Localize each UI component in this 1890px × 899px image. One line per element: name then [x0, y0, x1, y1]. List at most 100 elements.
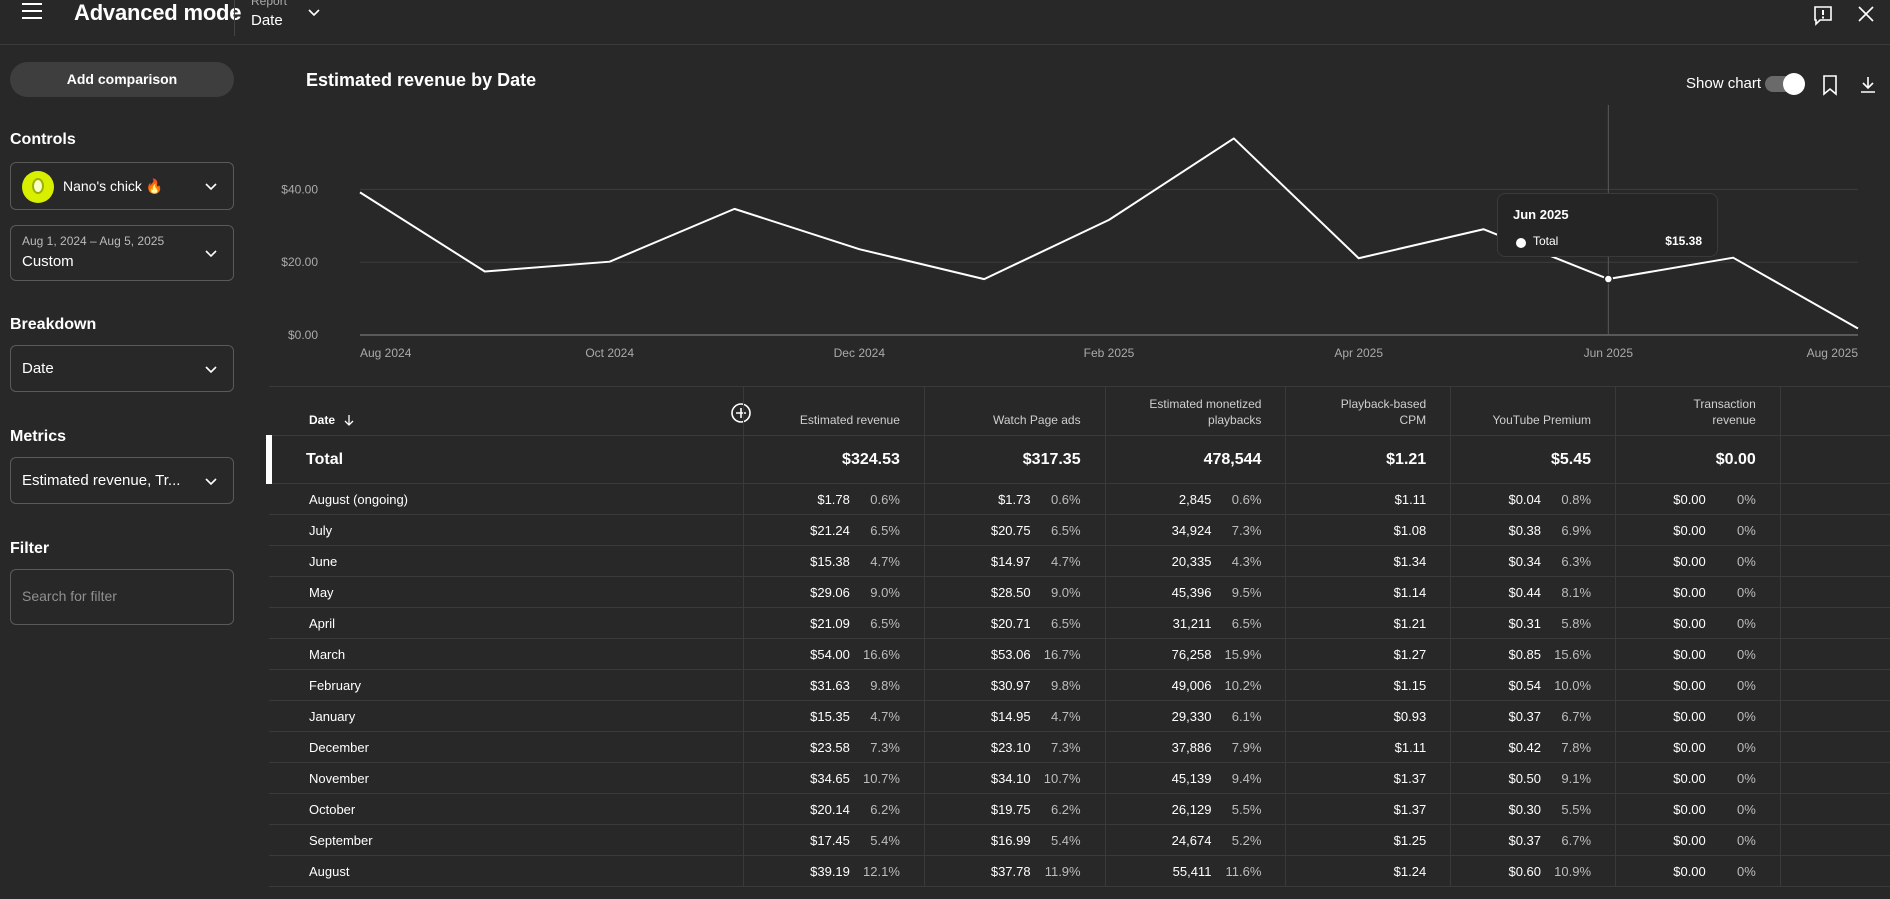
cell-value: $14.95	[990, 708, 1031, 724]
cell-value: $20.14	[810, 801, 850, 817]
cell-percent: 6.1%	[1231, 708, 1262, 724]
bookmark-icon[interactable]	[1820, 74, 1840, 96]
cell-value: $1.14	[1393, 584, 1427, 600]
cell-percent: 15.6%	[1554, 646, 1592, 662]
spacer-cell	[1779, 435, 1890, 484]
row-date-label: July	[269, 514, 744, 546]
table-row[interactable]: April $21.09 6.5% $20.71 6.5% 31,211 6.5% $1.21…	[269, 607, 1890, 639]
cell-value: $1.15	[1393, 677, 1427, 693]
table-row[interactable]: January $15.35 4.7% $14.95 4.7% 29,330 6.1% $0.…	[269, 700, 1890, 732]
filter-input[interactable]: Search for filter	[10, 569, 234, 625]
date-range-select[interactable]: Aug 1, 2024 – Aug 5, 2025 Custom	[10, 225, 234, 281]
chevron-down-icon	[205, 183, 217, 191]
channel-name: Nano's chick 🔥	[63, 178, 164, 194]
table-row[interactable]: June $15.38 4.7% $14.97 4.7% 20,335 4.3% $1.34 $…	[269, 545, 1890, 577]
metric-cell: $0.34 6.3%	[1450, 545, 1616, 577]
row-date-label: December	[269, 731, 744, 763]
metric-column-header[interactable]: Estimated monetized playbacks	[1104, 386, 1286, 436]
cell-percent: 9.0%	[870, 584, 900, 600]
metric-cell: $0.54 10.0%	[1450, 669, 1616, 701]
total-row: Total $324.53 $317.35 478,544 $1.21 $5.45 $0.0…	[266, 435, 1890, 484]
column-header-text: Transaction	[1693, 397, 1756, 411]
cell-value: $0.38	[1508, 522, 1542, 538]
cell-value: 37,886	[1171, 739, 1212, 755]
add-comparison-button[interactable]: Add comparison	[10, 62, 234, 97]
feedback-icon[interactable]	[1812, 4, 1834, 26]
metric-cell: 45,396 9.5%	[1104, 576, 1286, 608]
metric-cell: $17.45 5.4%	[743, 824, 925, 856]
spacer-cell	[1779, 669, 1890, 701]
y-tick-label: $20.00	[281, 255, 318, 269]
show-chart-toggle[interactable]	[1765, 73, 1805, 95]
spacer-cell	[1779, 607, 1890, 639]
metric-cell: 26,129 5.5%	[1104, 793, 1286, 825]
table-row[interactable]: February $31.63 9.8% $30.97 9.8% 49,006 10.2% $…	[269, 669, 1890, 701]
x-tick-label: Feb 2025	[1084, 346, 1135, 360]
metric-cell: $0.00 0%	[1615, 762, 1781, 794]
breakdown-select[interactable]: Date	[10, 345, 234, 392]
report-select[interactable]: Date	[251, 12, 283, 29]
table-row[interactable]: September $17.45 5.4% $16.99 5.4% 24,674 5.2% $…	[269, 824, 1890, 856]
cell-value: $0.00	[1673, 646, 1706, 662]
metric-cell: $39.19 12.1%	[743, 855, 925, 887]
cell-value: $23.58	[810, 739, 850, 755]
cell-percent: 9.8%	[1050, 677, 1081, 693]
metric-column-header[interactable]: Playback-based CPM	[1285, 386, 1451, 436]
spacer-cell	[1779, 824, 1890, 856]
metric-cell: $21.24 6.5%	[743, 514, 925, 546]
cell-value: $0.93	[1393, 708, 1427, 724]
metric-column-header[interactable]: Estimated revenue	[743, 386, 925, 436]
table-row[interactable]: August $39.19 12.1% $37.78 11.9% 55,411 11.6% $…	[269, 855, 1890, 887]
cell-percent: 11.6%	[1225, 863, 1262, 879]
cell-percent: 11.9%	[1044, 863, 1081, 879]
row-date-label: April	[269, 607, 744, 639]
column-header-text: Playback-based	[1340, 397, 1427, 411]
cell-percent: 0%	[1736, 646, 1756, 662]
cell-percent: 16.6%	[863, 646, 900, 662]
tooltip-series-dot	[1516, 238, 1526, 248]
table-row[interactable]: October $20.14 6.2% $19.75 6.2% 26,129 5.5% $1.…	[269, 793, 1890, 825]
cell-value: 76,258	[1171, 646, 1212, 662]
sort-down-icon[interactable]	[343, 414, 355, 426]
cell-value: $0.00	[1673, 770, 1706, 786]
spacer-cell	[1779, 638, 1890, 670]
menu-icon[interactable]	[22, 3, 42, 21]
cell-value: 24,674	[1171, 832, 1212, 848]
cell-value: $54.00	[810, 646, 850, 662]
spacer-cell	[1779, 855, 1890, 887]
close-icon[interactable]	[1856, 4, 1876, 24]
table-row[interactable]: August (ongoing) $1.78 0.6% $1.73 0.6% 2,845 0…	[269, 483, 1890, 515]
metric-cell: $0.42 7.8%	[1450, 731, 1616, 763]
cell-percent: 10.9%	[1554, 863, 1592, 879]
metric-column-header[interactable]: Watch Page ads	[923, 386, 1106, 436]
spacer-cell	[1779, 731, 1890, 763]
cell-percent: 0%	[1736, 677, 1756, 693]
row-date-label: January	[269, 700, 744, 732]
cell-percent: 0%	[1736, 553, 1756, 569]
metric-cell: 76,258 15.9%	[1104, 638, 1286, 670]
channel-select[interactable]: Nano's chick 🔥	[10, 162, 234, 210]
cell-value: $21.09	[810, 615, 850, 631]
metric-column-header[interactable]: YouTube Premium	[1450, 386, 1616, 436]
row-date-label: October	[269, 793, 744, 825]
table-row[interactable]: November $34.65 10.7% $34.10 10.7% 45,139 9.4%…	[269, 762, 1890, 794]
cell-value: $1.37	[1393, 801, 1427, 817]
cell-value: $1.11	[1394, 491, 1427, 507]
metrics-select[interactable]: Estimated revenue, Tr...	[10, 457, 234, 504]
metric-column-header[interactable]: Transaction revenue	[1615, 386, 1781, 436]
metric-cell: $0.00 0%	[1615, 545, 1781, 577]
table-row[interactable]: July $21.24 6.5% $20.75 6.5% 34,924 7.3% $1.08 $…	[269, 514, 1890, 546]
chevron-down-icon[interactable]	[306, 4, 322, 20]
table-row[interactable]: March $54.00 16.6% $53.06 16.7% 76,258 15.9% $1…	[269, 638, 1890, 670]
filter-label: Filter	[10, 540, 50, 557]
date-column-header[interactable]: Date	[269, 386, 744, 436]
metric-cell: $29.06 9.0%	[743, 576, 925, 608]
cell-percent: 10.7%	[863, 770, 900, 786]
metric-cell: $0.00 0%	[1615, 638, 1781, 670]
cell-value: $0.00	[1673, 863, 1706, 879]
table-row[interactable]: May $29.06 9.0% $28.50 9.0% 45,396 9.5% $1.14 $0…	[269, 576, 1890, 608]
metrics-value: Estimated revenue, Tr...	[22, 472, 181, 489]
download-icon[interactable]	[1858, 75, 1878, 95]
table-row[interactable]: December $23.58 7.3% $23.10 7.3% 37,886 7.9% $1…	[269, 731, 1890, 763]
metric-cell: $1.14	[1285, 576, 1451, 608]
